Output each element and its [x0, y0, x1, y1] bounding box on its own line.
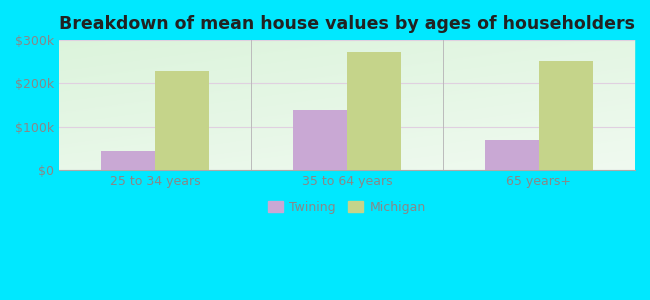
Bar	[539, 61, 593, 170]
Bar	[155, 71, 209, 170]
Title: Breakdown of mean house values by ages of householders: Breakdown of mean house values by ages o…	[59, 15, 635, 33]
Bar	[486, 140, 539, 170]
Bar	[347, 52, 401, 170]
Bar	[101, 151, 155, 170]
Legend: Twining, Michigan: Twining, Michigan	[263, 196, 431, 219]
Bar	[293, 110, 347, 170]
